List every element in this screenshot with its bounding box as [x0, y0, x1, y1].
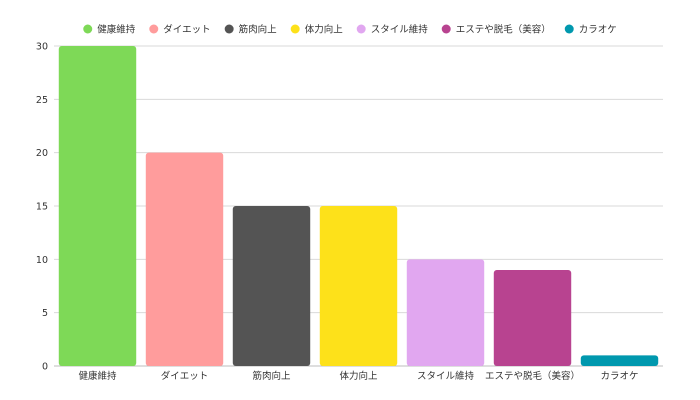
legend-label: スタイル維持 — [371, 24, 429, 36]
bar-4 — [319, 206, 398, 366]
bar-7 — [580, 355, 659, 366]
legend: 健康維持 ダイエット 筋肉向上 体力向上 スタイル維持 エステや脱毛（美容） カラオケ — [83, 24, 617, 36]
legend-item[interactable]: 筋肉向上 — [224, 24, 278, 36]
x-tick-label: エステや脱毛（美容） — [485, 370, 580, 382]
legend-item[interactable]: カラオケ — [564, 24, 617, 36]
legend-item[interactable]: エステや脱毛（美容） — [441, 24, 551, 36]
bar-6 — [493, 270, 572, 366]
legend-marker — [564, 24, 574, 34]
legend-marker — [290, 24, 300, 34]
y-tick-label: 15 — [36, 202, 48, 213]
x-tick-label: スタイル維持 — [417, 370, 475, 382]
x-tick-label: 健康維持 — [78, 370, 117, 382]
legend-item[interactable]: 体力向上 — [290, 24, 344, 36]
legend-item[interactable]: 健康維持 — [83, 24, 136, 36]
legend-label: エステや脱毛（美容） — [456, 24, 551, 36]
legend-marker — [224, 24, 234, 34]
x-tick-label: 体力向上 — [339, 370, 378, 382]
legend-label: 筋肉向上 — [239, 24, 278, 36]
bar-1 — [58, 46, 137, 366]
legend-label: カラオケ — [579, 25, 617, 36]
y-tick-label: 30 — [36, 42, 48, 53]
bar-5 — [406, 259, 485, 366]
legend-item[interactable]: ダイエット — [149, 24, 211, 36]
x-tick-label: カラオケ — [600, 371, 638, 382]
legend-label: 体力向上 — [305, 24, 344, 36]
legend-item[interactable]: スタイル維持 — [356, 24, 429, 36]
bars — [58, 46, 659, 366]
legend-label: ダイエット — [163, 24, 210, 36]
bar-3 — [232, 206, 311, 366]
x-tick-label: ダイエット — [161, 370, 208, 382]
y-tick-label: 10 — [36, 255, 48, 266]
x-tick-label: 筋肉向上 — [252, 370, 291, 382]
y-tick-label: 25 — [36, 95, 48, 106]
y-tick-label: 20 — [36, 148, 48, 159]
legend-marker — [356, 24, 366, 34]
x-axis-ticks: 健康維持 ダイエット 筋肉向上 体力向上 スタイル維持 エステや脱毛（美容） カラオケ — [78, 370, 638, 382]
legend-marker — [149, 24, 159, 34]
y-tick-label: 5 — [42, 308, 48, 319]
legend-label: 健康維持 — [97, 24, 136, 36]
bar-2 — [145, 152, 224, 366]
legend-marker — [441, 24, 451, 34]
y-axis-ticks: 0 5 10 15 20 25 30 — [36, 42, 48, 373]
legend-marker — [83, 24, 93, 34]
y-tick-label: 0 — [42, 362, 48, 373]
